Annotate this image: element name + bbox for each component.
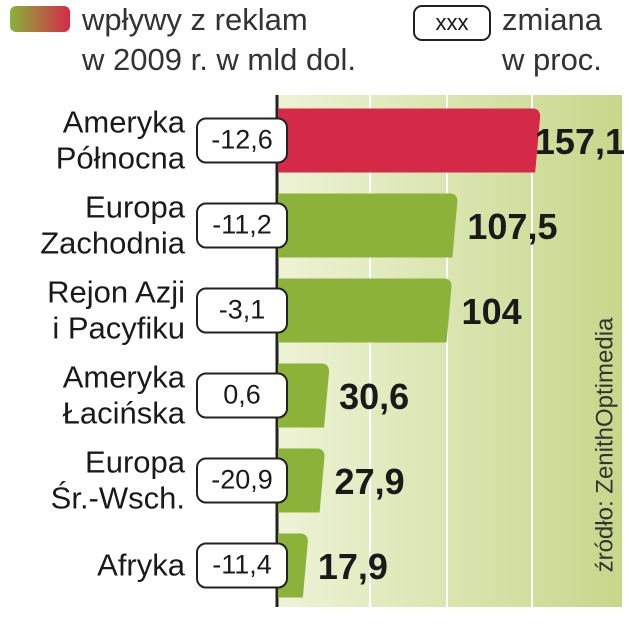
bar xyxy=(278,193,458,258)
category-label: Europa xyxy=(85,190,186,225)
change-box xyxy=(196,457,288,504)
category-label: Afryka xyxy=(97,548,186,583)
legend-swatch xyxy=(10,6,70,32)
change-label: -20,9 xyxy=(211,465,273,495)
bar xyxy=(278,278,452,343)
legend-change-box xyxy=(413,5,491,41)
change-box xyxy=(196,117,288,164)
category-label: Zachodnia xyxy=(40,226,186,261)
bar xyxy=(278,108,541,173)
legend-change-sample: xxx xyxy=(436,10,469,35)
change-box xyxy=(196,372,288,419)
legend-label: wpływy z reklam xyxy=(81,2,308,37)
value-label: 27,9 xyxy=(335,461,405,502)
change-label: -3,1 xyxy=(219,295,266,325)
change-box xyxy=(196,287,288,334)
category-label: Północna xyxy=(56,141,186,176)
plot-background xyxy=(278,95,622,607)
change-label: -12,6 xyxy=(211,125,273,155)
source: źródło: ZenithOptimedia xyxy=(591,317,618,572)
category-label: Ameryka xyxy=(63,360,186,395)
value-label: 30,6 xyxy=(339,376,409,417)
value-label: 157,1 xyxy=(535,121,625,162)
category-label: Śr.-Wsch. xyxy=(51,480,185,516)
value-label: 17,9 xyxy=(318,546,388,587)
bar xyxy=(278,448,325,513)
value-label: 104 xyxy=(462,291,522,332)
change-label: 0,6 xyxy=(223,380,261,410)
change-label: -11,4 xyxy=(212,550,272,580)
change-box xyxy=(196,202,288,249)
legend-label: zmiana xyxy=(502,2,603,37)
category-label: Europa xyxy=(85,445,186,480)
category-label: Rejon Azji xyxy=(47,275,185,310)
value-label: 107,5 xyxy=(467,206,557,247)
legend-label: w proc. xyxy=(501,42,602,77)
legend-label: w 2009 r. w mld dol. xyxy=(81,42,356,77)
bar xyxy=(278,363,330,428)
category-label: Łacińska xyxy=(63,396,186,431)
category-label: i Pacyfiku xyxy=(52,311,185,346)
category-label: Ameryka xyxy=(63,105,186,140)
change-box xyxy=(196,542,288,589)
change-label: -11,2 xyxy=(212,210,272,240)
